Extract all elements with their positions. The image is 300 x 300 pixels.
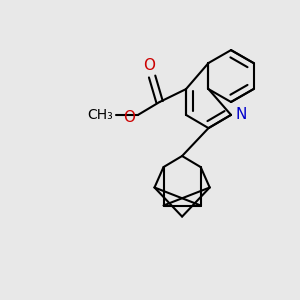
Text: N: N xyxy=(236,107,247,122)
Text: O: O xyxy=(143,58,155,73)
Text: O: O xyxy=(124,110,136,125)
Text: CH₃: CH₃ xyxy=(87,108,113,122)
